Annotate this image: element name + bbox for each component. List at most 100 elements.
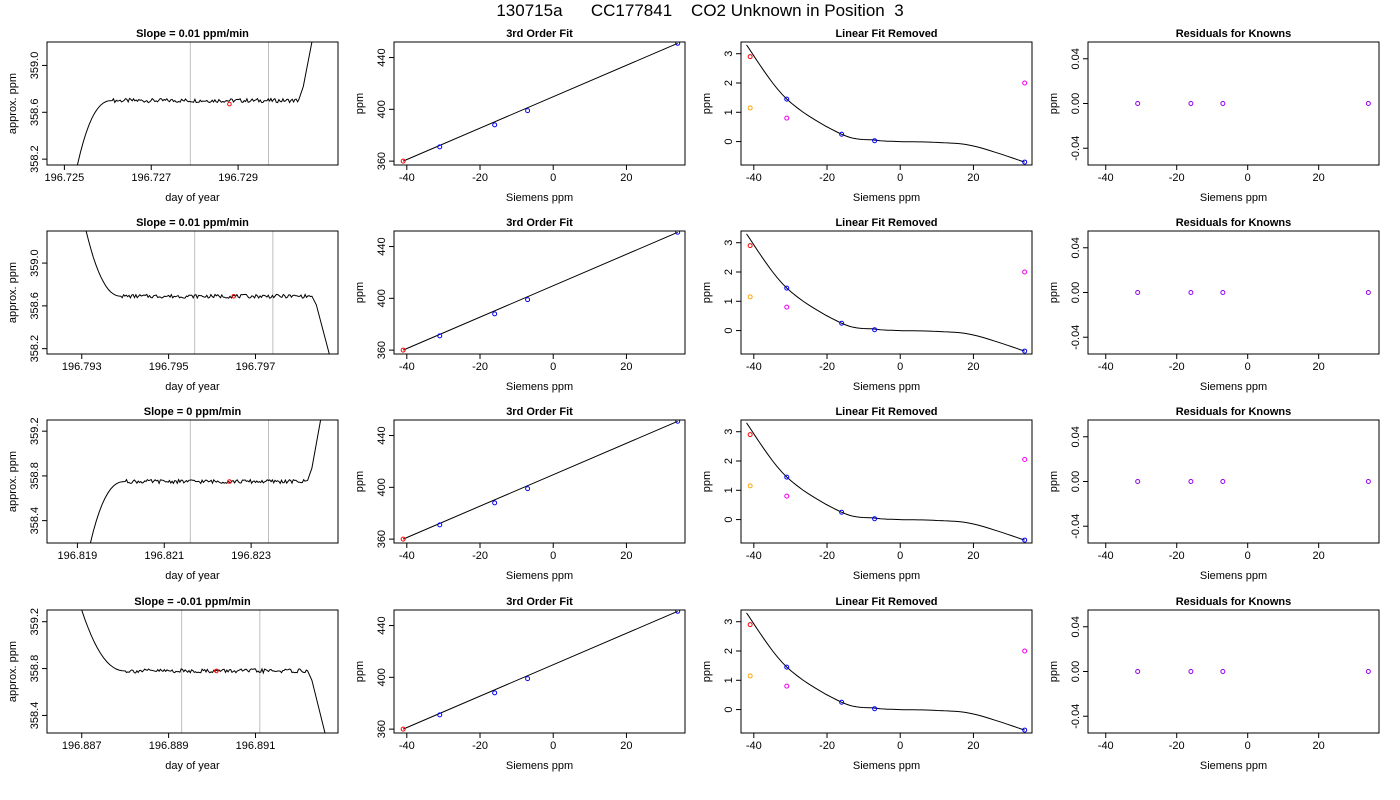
plot-frame [1087, 230, 1380, 355]
x-tick-label: 0 [550, 550, 556, 562]
x-tick-label: -40 [746, 361, 762, 373]
cubic-curve [746, 612, 1025, 731]
y-tick-label: 400 [376, 668, 388, 686]
y-tick-label: 0.04 [1070, 616, 1082, 637]
panel-title: 3rd Order Fit [506, 217, 573, 229]
x-tick-label: -20 [819, 550, 835, 562]
x-tick-label: -20 [819, 740, 835, 752]
data-point [747, 294, 753, 300]
plot-frame [1087, 41, 1380, 166]
y-tick-label: 0 [723, 328, 735, 334]
x-axis-label: Siemens ppm [853, 192, 920, 204]
data-point [872, 516, 878, 522]
panel-title: 3rd Order Fit [506, 28, 573, 40]
y-tick-label: -0.04 [1070, 136, 1082, 161]
fit-line [402, 610, 678, 730]
x-tick-label: -40 [1098, 361, 1114, 373]
x-axis-label: Siemens ppm [1200, 760, 1267, 772]
plot-area [1135, 669, 1371, 674]
data-point [437, 712, 443, 718]
data-point [1022, 648, 1028, 654]
data-point [1022, 348, 1028, 354]
mean-marker [227, 479, 232, 484]
x-tick-label: 196.797 [236, 361, 276, 373]
x-tick-label: 20 [620, 550, 632, 562]
y-tick-label: 0 [723, 707, 735, 713]
panel-7: Linear Fit Removed -40 -20 0 20 0 1 2 3 Siemens p… [701, 217, 1033, 393]
y-tick-label: 358.2 [29, 335, 41, 363]
panel-13: Slope = -0.01 ppm/min 196.887 196.889 196.8… [7, 596, 339, 772]
data-point [1022, 269, 1028, 275]
y-tick-label: 358.6 [29, 292, 41, 320]
y-tick-label: 1 [723, 677, 735, 683]
plot-area [400, 420, 681, 542]
x-tick-label: 196.819 [58, 550, 98, 562]
y-tick-label: 440 [376, 48, 388, 66]
data-point [784, 683, 790, 689]
data-point [747, 622, 753, 628]
y-tick-label: 358.8 [29, 462, 41, 490]
x-tick-label: 196.891 [236, 740, 276, 752]
cubic-curve [746, 233, 1025, 352]
data-point [525, 297, 531, 303]
y-axis-label: ppm [1048, 93, 1060, 114]
y-tick-label: 0.04 [1070, 426, 1082, 447]
data-point [1135, 101, 1141, 106]
y-tick-label: 0 [723, 139, 735, 145]
x-tick-label: 20 [967, 550, 979, 562]
x-axis-label: Siemens ppm [1200, 381, 1267, 393]
data-point [747, 432, 753, 438]
y-axis-label: ppm [354, 471, 366, 492]
y-tick-label: 360 [376, 341, 388, 359]
x-tick-label: 0 [897, 740, 903, 752]
x-axis-label: Siemens ppm [506, 570, 573, 582]
x-axis-label: Siemens ppm [506, 192, 573, 204]
data-point [437, 333, 443, 339]
panel-title: Residuals for Knowns [1176, 406, 1292, 418]
x-tick-label: 196.823 [231, 550, 271, 562]
x-tick-label: -40 [746, 172, 762, 184]
y-tick-label: 359.0 [29, 52, 41, 80]
plot-area [76, 42, 313, 165]
panel-4: Residuals for Knowns -40 -20 0 20 -0.04 0.00 0.… [1048, 28, 1380, 204]
y-axis-label: approx. ppm [7, 451, 19, 512]
y-axis-label: ppm [701, 282, 713, 303]
mean-marker [227, 101, 232, 107]
data-point [1188, 101, 1194, 106]
x-tick-label: 0 [550, 172, 556, 184]
plot-area [1135, 479, 1371, 484]
plot-area [746, 422, 1028, 543]
data-point [1365, 479, 1371, 484]
data-point [1220, 290, 1226, 295]
y-tick-label: 0 [723, 517, 735, 523]
panel-15: Linear Fit Removed -40 -20 0 20 0 1 2 3 Siemens p… [701, 596, 1033, 772]
panel-title: Residuals for Knowns [1176, 596, 1292, 608]
x-axis-label: Siemens ppm [853, 570, 920, 582]
plot-frame [393, 419, 686, 544]
panel-11: Linear Fit Removed -40 -20 0 20 0 1 2 3 Siemens p… [701, 406, 1033, 582]
panel-title: 3rd Order Fit [506, 596, 573, 608]
y-tick-label: 359.2 [29, 608, 41, 636]
y-tick-label: 0.04 [1070, 237, 1082, 258]
panel-title: Slope = 0.01 ppm/min [136, 217, 249, 229]
y-tick-label: 2 [723, 80, 735, 86]
data-point [747, 54, 753, 60]
x-tick-label: 20 [620, 361, 632, 373]
y-axis-label: ppm [354, 282, 366, 303]
fit-line [402, 420, 678, 540]
y-axis-label: ppm [1048, 282, 1060, 303]
x-tick-label: -40 [1098, 740, 1114, 752]
x-axis-label: day of year [165, 760, 220, 772]
data-point [1188, 479, 1194, 484]
x-tick-label: 196.889 [149, 740, 189, 752]
cubic-curve [746, 44, 1025, 163]
data-point [1022, 80, 1028, 86]
data-point [400, 536, 406, 542]
panel-title: Linear Fit Removed [835, 596, 937, 608]
x-tick-label: 0 [897, 550, 903, 562]
y-tick-label: 1 [723, 109, 735, 115]
y-tick-label: -0.04 [1070, 514, 1082, 539]
y-tick-label: 360 [376, 152, 388, 170]
x-tick-label: 20 [1313, 361, 1325, 373]
